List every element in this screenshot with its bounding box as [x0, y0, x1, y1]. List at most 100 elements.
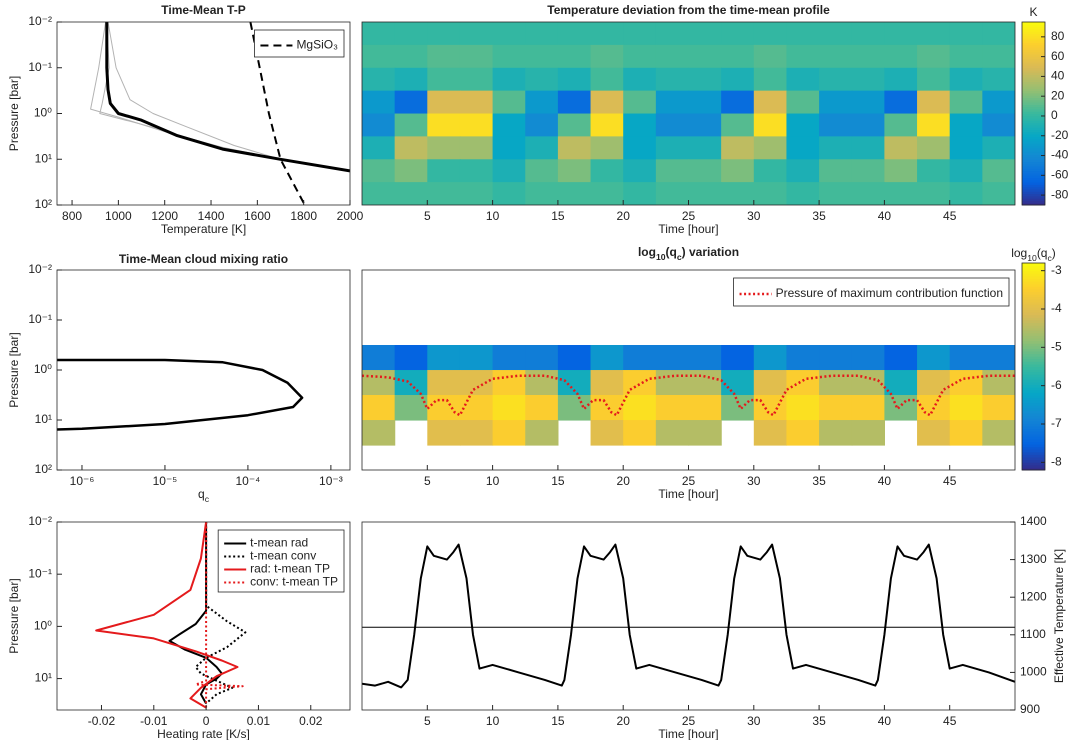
- heatmap-cell: [459, 370, 494, 396]
- heatmap-cell: [623, 182, 657, 205]
- heatmap-cell: [655, 136, 690, 160]
- colorbar-slice: [1022, 31, 1045, 34]
- x-tick-label: 10⁻⁴: [235, 474, 260, 488]
- colorbar-slice: [1022, 74, 1045, 78]
- x-axis-label-part: q: [198, 487, 205, 501]
- heatmap-cell: [949, 136, 983, 160]
- colorbar-slice: [1022, 44, 1045, 48]
- colorbar-slice: [1022, 436, 1045, 440]
- colorbar-slice: [1022, 81, 1045, 85]
- heatmap-cell: [917, 44, 951, 69]
- colorbar-tick-label: -5: [1051, 340, 1062, 354]
- colorbar-slice: [1022, 438, 1045, 443]
- heatmap-cell: [557, 370, 592, 396]
- heatmap-cell: [884, 395, 918, 421]
- colorbar-slice: [1022, 278, 1045, 282]
- colorbar-slice: [1022, 136, 1045, 140]
- colorbar-tick-label: -3: [1051, 263, 1062, 277]
- heatmap-cell: [427, 395, 461, 421]
- colorbar-slice: [1022, 102, 1045, 105]
- colorbar-slice: [1022, 446, 1045, 450]
- x-tick-label: 30: [747, 474, 761, 488]
- heatmap-cell: [427, 370, 461, 396]
- heatmap-cell: [721, 395, 755, 421]
- colorbar-frame: [1021, 21, 1046, 206]
- colorbar-slice: [1022, 397, 1045, 401]
- plot-area: [57, 358, 304, 431]
- colorbar-slice: [1022, 387, 1045, 391]
- heatmap-cell: [917, 22, 951, 46]
- colorbar-slice: [1022, 428, 1045, 432]
- legend-label: t-mean rad: [250, 536, 308, 550]
- x-axis-label: Temperature [K]: [161, 222, 246, 236]
- colorbar-slice: [1022, 70, 1045, 73]
- colorbar-slice: [1022, 51, 1045, 55]
- x-tick-label: 1000: [105, 209, 132, 223]
- colorbar-slice: [1022, 47, 1045, 50]
- heatmap-cell: [851, 136, 885, 160]
- x-tick-label: 45: [943, 714, 957, 728]
- heatmap-cell: [753, 90, 788, 115]
- heatmap-cell: [427, 44, 461, 69]
- heatmap-cell: [949, 182, 983, 205]
- heatmap-cell: [688, 420, 722, 446]
- heatmap-cell: [753, 395, 788, 421]
- colorbar-slice: [1022, 108, 1045, 112]
- colorbar-tick-label: -8: [1051, 455, 1062, 469]
- line-series: [194, 522, 244, 708]
- line-series: [95, 522, 239, 709]
- colorbar-slice: [1022, 426, 1045, 430]
- heatmap-cell: [623, 22, 657, 46]
- heatmap-cell: [819, 420, 853, 446]
- colorbar-slice: [1022, 168, 1045, 172]
- x-axis-label-part: c: [205, 494, 210, 504]
- legend-label: conv: t-mean TP: [250, 575, 338, 589]
- x-tick-label: 0: [203, 714, 210, 728]
- x-tick-label: 20: [617, 474, 631, 488]
- colorbar-slice: [1022, 104, 1045, 108]
- colorbar-slice: [1022, 420, 1045, 424]
- heatmap-cell: [786, 136, 820, 160]
- heatmap-cell: [525, 136, 559, 160]
- x-tick-label: 5: [424, 209, 431, 223]
- x-tick-label: 2000: [337, 209, 364, 223]
- colorbar-tick-label: -60: [1051, 167, 1069, 181]
- heatmap-cell: [525, 113, 559, 137]
- colorbar-slice: [1022, 462, 1045, 466]
- x-tick-label: 800: [62, 209, 82, 223]
- heatmap-cell: [851, 370, 885, 396]
- colorbar-slice: [1022, 273, 1045, 277]
- colorbar-slice: [1022, 281, 1045, 285]
- heatmap-cell: [492, 345, 526, 371]
- heatmap-cell: [557, 67, 592, 92]
- colorbar-slice: [1022, 418, 1045, 422]
- colorbar-slice: [1022, 356, 1045, 360]
- colorbar-slice: [1022, 88, 1045, 92]
- heatmap-cell: [721, 159, 755, 183]
- heatmap-cell: [688, 182, 722, 205]
- heatmap-cell: [949, 395, 983, 421]
- colorbar-slice: [1022, 193, 1045, 197]
- heatmap-cell: [949, 113, 983, 137]
- x-tick-label: 5: [424, 714, 431, 728]
- heatmap-cell: [884, 113, 918, 137]
- heatmap-cell: [394, 67, 428, 92]
- colorbar-slice: [1022, 76, 1045, 80]
- heatmap-cell: [557, 345, 592, 371]
- heatmap-cell: [655, 113, 690, 137]
- heatmap-cell: [525, 395, 559, 421]
- heatmap-cell: [753, 182, 788, 205]
- colorbar-slice: [1022, 283, 1045, 287]
- heatmap-cell: [819, 113, 853, 137]
- heatmap-cell: [525, 420, 559, 446]
- heatmap-cell: [688, 44, 722, 69]
- heatmap-cell: [557, 22, 592, 46]
- heatmap-cell: [884, 22, 918, 46]
- colorbar-slice: [1022, 127, 1045, 131]
- colorbar-slice: [1022, 92, 1045, 96]
- heatmap-cell: [786, 182, 820, 205]
- heatmap-cell: [982, 370, 1015, 396]
- y-axis-label: Pressure [bar]: [7, 332, 21, 407]
